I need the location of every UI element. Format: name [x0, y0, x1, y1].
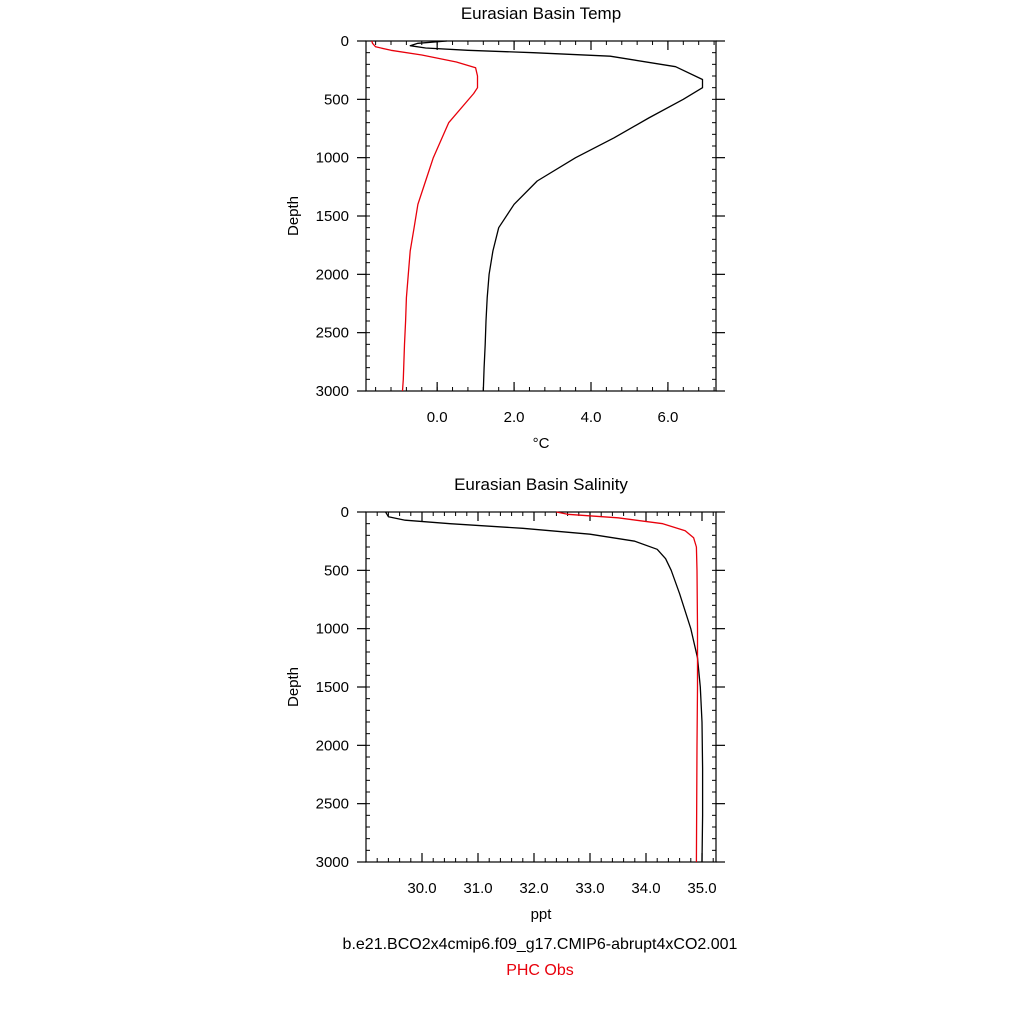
x-axis-label: °C	[533, 435, 550, 452]
model-series-line	[385, 511, 704, 863]
x-tick-label: 33.0	[575, 880, 604, 897]
y-tick-label: 2500	[316, 325, 349, 342]
y-tick-label: 3000	[316, 383, 349, 400]
y-tick-label: 2000	[316, 737, 349, 754]
x-tick-label: 30.0	[407, 880, 436, 897]
model-series-line	[409, 40, 704, 392]
chart-title: Eurasian Basin Temp	[461, 4, 621, 23]
y-tick-label: 1500	[316, 679, 349, 696]
y-tick-label: 1000	[316, 150, 349, 167]
x-tick-label: 32.0	[519, 880, 548, 897]
chart-title: Eurasian Basin Salinity	[454, 475, 628, 494]
obs-series-line	[556, 511, 699, 863]
y-tick-label: 3000	[316, 854, 349, 871]
plot-frame	[365, 511, 717, 863]
model-legend-label: b.e21.BCO2x4cmip6.f09_g17.CMIP6-abrupt4x…	[342, 936, 738, 953]
x-tick-label: 4.0	[581, 409, 602, 426]
y-tick-label: 500	[324, 91, 349, 108]
x-axis-label: ppt	[531, 906, 553, 923]
y-tick-label: 1000	[316, 621, 349, 638]
y-tick-label: 1500	[316, 208, 349, 225]
y-tick-label: 2000	[316, 266, 349, 283]
y-tick-label: 2500	[316, 796, 349, 813]
y-tick-label: 0	[341, 33, 349, 50]
plot-frame	[365, 40, 717, 392]
y-axis-label: Depth	[285, 196, 302, 236]
y-tick-label: 0	[341, 504, 349, 521]
obs-legend-label: PHC Obs	[506, 962, 574, 979]
x-tick-label: 2.0	[504, 409, 525, 426]
x-tick-label: 35.0	[687, 880, 716, 897]
temperature-panel: 0.0 2.0 4.0 6.0 0 500 1000 1500 2000 2500 3000 Eura…	[285, 4, 725, 452]
x-tick-label: 0.0	[427, 409, 448, 426]
x-tick-label: 34.0	[631, 880, 660, 897]
y-tick-label: 500	[324, 562, 349, 579]
y-axis-label: Depth	[285, 667, 302, 707]
salinity-panel: 30.0 31.0 32.0 33.0 34.0 35.0 0 500 1000 1500 2000…	[285, 475, 725, 923]
x-tick-label: 31.0	[463, 880, 492, 897]
x-tick-label: 6.0	[657, 409, 678, 426]
obs-series-line	[371, 40, 479, 392]
